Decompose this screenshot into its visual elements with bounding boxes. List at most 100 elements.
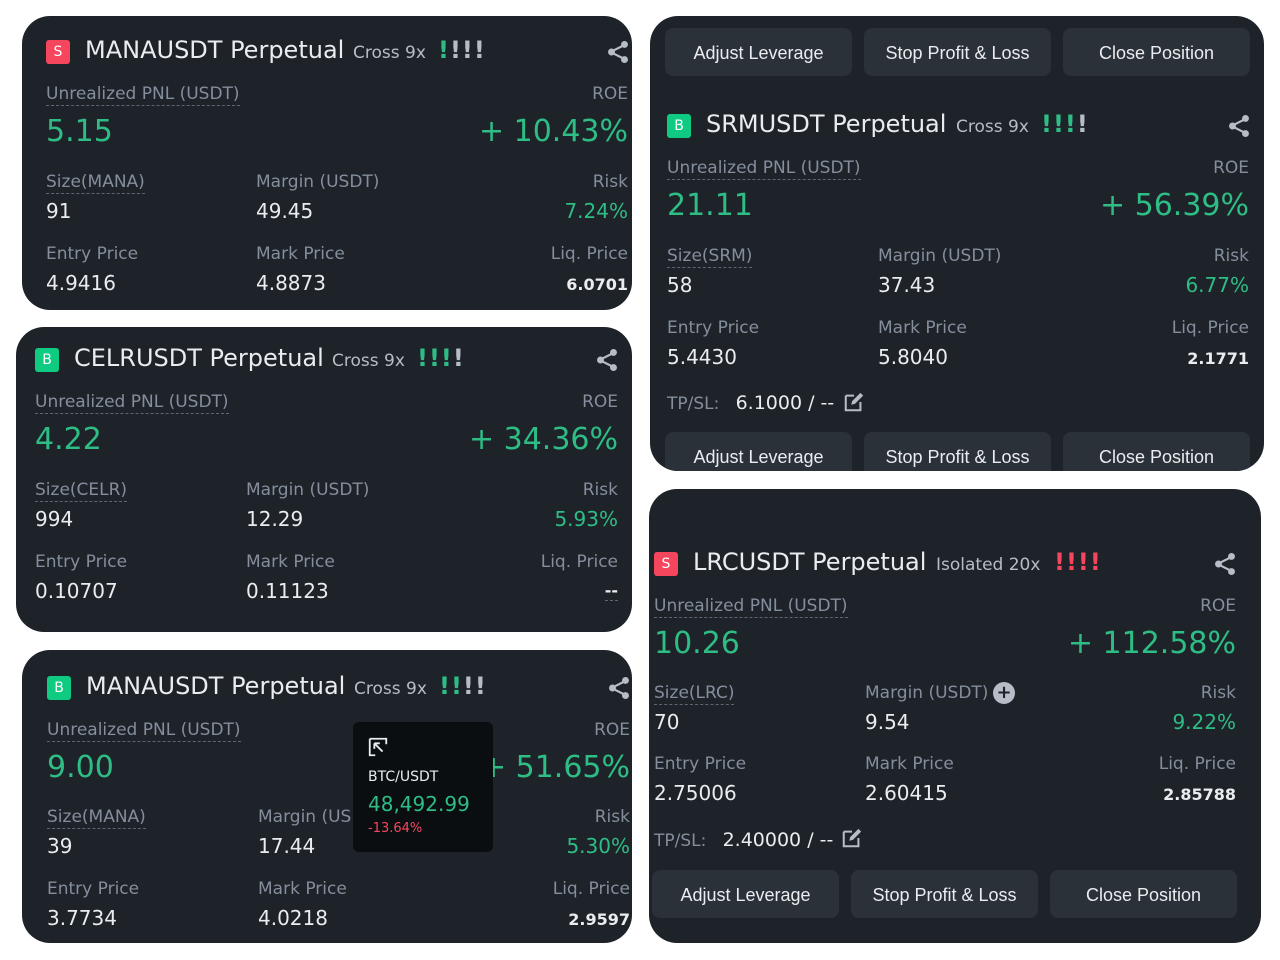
margin-value: 49.45	[256, 199, 314, 223]
margin-label: Margin (USDT)	[878, 246, 1002, 266]
ticker-pair: BTC/USDT	[368, 769, 439, 785]
size-label: Size(MANA)	[46, 172, 145, 194]
edit-tpsl-icon[interactable]	[843, 391, 865, 413]
size-label: Size(SRM)	[667, 246, 753, 268]
side-badge-long: B	[35, 348, 59, 372]
pnl-value: 10.26	[654, 626, 740, 661]
liq-price-label: Liq. Price	[540, 552, 618, 572]
mark-price-label: Mark Price	[865, 754, 954, 774]
ticker-price: 48,492.99	[368, 792, 470, 816]
margin-label: Margin (USDT)	[246, 480, 370, 500]
stop-profit-loss-button[interactable]: Stop Profit & Loss	[864, 28, 1051, 76]
roe-label: ROE	[594, 720, 630, 740]
liq-price-value: 2.9597	[568, 910, 630, 929]
mark-price-label: Mark Price	[878, 318, 967, 338]
mark-price-label: Mark Price	[246, 552, 335, 572]
risk-label: Risk	[592, 172, 628, 192]
share-icon[interactable]	[1212, 551, 1238, 577]
symbol-title[interactable]: MANAUSDT Perpetual	[85, 36, 345, 64]
margin-value: 17.44	[258, 834, 316, 858]
entry-price-value: 4.9416	[46, 271, 116, 295]
expand-window-icon[interactable]	[367, 736, 389, 758]
entry-price-label: Entry Price	[47, 879, 140, 899]
roe-value: + 112.58%	[1067, 626, 1236, 661]
position-card-mana-short: S MANAUSDT Perpetual Cross 9x !!!!!!!! U…	[22, 16, 632, 310]
pnl-label: Unrealized PNL (USDT)	[654, 596, 848, 618]
ticker-change: -13.64%	[368, 821, 423, 836]
add-margin-icon[interactable]: +	[993, 682, 1015, 704]
stop-profit-loss-button[interactable]: Stop Profit & Loss	[864, 432, 1051, 471]
roe-label: ROE	[592, 84, 628, 104]
risk-indicator: !!!!	[1054, 548, 1102, 576]
margin-label: Margin (USDT)	[256, 172, 380, 192]
liq-price-label: Liq. Price	[1158, 754, 1236, 774]
symbol-title[interactable]: MANAUSDT Perpetual	[86, 672, 346, 700]
mark-price-value: 4.0218	[258, 906, 328, 930]
size-value: 58	[667, 273, 693, 297]
liq-price-value: 2.85788	[1163, 785, 1236, 804]
margin-label: Margin (USDT)	[865, 683, 989, 703]
margin-label: Margin (USDT)	[258, 807, 382, 827]
mark-price-label: Mark Price	[256, 244, 345, 264]
risk-indicator: !!!!	[439, 672, 487, 700]
pnl-label: Unrealized PNL (USDT)	[667, 158, 861, 180]
share-icon[interactable]	[605, 39, 631, 65]
edit-tpsl-icon[interactable]	[841, 827, 863, 849]
margin-mode: Cross 9x	[354, 679, 427, 699]
symbol-title[interactable]: SRMUSDT Perpetual	[706, 110, 947, 138]
pnl-value: 4.22	[35, 422, 102, 457]
risk-indicator: !!!!	[417, 344, 465, 372]
liq-price-label: Liq. Price	[1171, 318, 1249, 338]
size-label: Size(LRC)	[654, 683, 735, 705]
share-icon[interactable]	[1226, 113, 1252, 139]
entry-price-label: Entry Price	[667, 318, 760, 338]
side-badge-short: S	[46, 40, 70, 64]
share-icon[interactable]	[594, 347, 620, 373]
risk-indicator: !!!!!!!!	[438, 36, 486, 64]
side-badge-long: B	[47, 676, 71, 700]
position-card-mana-long: B MANAUSDT Perpetual Cross 9x !!!! Unrea…	[22, 650, 632, 943]
adjust-leverage-button[interactable]: Adjust Leverage	[665, 28, 852, 76]
btc-ticker-popup[interactable]: BTC/USDT 48,492.99 -13.64%	[353, 722, 493, 852]
entry-price-label: Entry Price	[654, 754, 747, 774]
symbol-title[interactable]: CELRUSDT Perpetual	[74, 344, 324, 372]
close-position-button[interactable]: Close Position	[1063, 432, 1250, 471]
margin-mode: Cross 9x	[956, 117, 1029, 137]
stop-profit-loss-button[interactable]: Stop Profit & Loss	[851, 870, 1038, 918]
margin-value: 12.29	[246, 507, 304, 531]
margin-mode: Isolated 20x	[936, 555, 1041, 575]
risk-label: Risk	[594, 807, 630, 827]
mark-price-value: 4.8873	[256, 271, 326, 295]
margin-value: 9.54	[865, 710, 910, 734]
liq-price-value: --	[604, 581, 618, 601]
risk-value: 6.77%	[1185, 273, 1249, 297]
risk-indicator: !!!!	[1041, 110, 1089, 138]
size-label: Size(MANA)	[47, 807, 146, 829]
share-icon[interactable]	[606, 675, 632, 701]
mark-price-value: 2.60415	[865, 781, 948, 805]
close-position-button[interactable]: Close Position	[1050, 870, 1237, 918]
mark-price-value: 5.8040	[878, 345, 948, 369]
margin-mode: Cross 9x	[332, 351, 405, 371]
size-value: 39	[47, 834, 73, 858]
mark-price-value: 0.11123	[246, 579, 329, 603]
pnl-label: Unrealized PNL (USDT)	[46, 84, 240, 106]
entry-price-label: Entry Price	[46, 244, 139, 264]
size-value: 994	[35, 507, 74, 531]
mark-price-label: Mark Price	[258, 879, 347, 899]
risk-value: 9.22%	[1172, 710, 1236, 734]
close-position-button[interactable]: Close Position	[1063, 28, 1250, 76]
adjust-leverage-button[interactable]: Adjust Leverage	[665, 432, 852, 471]
liq-price-label: Liq. Price	[550, 244, 628, 264]
margin-mode: Cross 9x	[353, 43, 426, 63]
risk-value: 5.30%	[566, 834, 630, 858]
roe-label: ROE	[582, 392, 618, 412]
symbol-title[interactable]: LRCUSDT Perpetual	[693, 548, 927, 576]
side-badge-long: B	[667, 114, 691, 138]
position-card-srm-long: Adjust Leverage Stop Profit & Loss Close…	[650, 16, 1264, 471]
roe-value: + 56.39%	[1099, 188, 1249, 223]
adjust-leverage-button[interactable]: Adjust Leverage	[652, 870, 839, 918]
pnl-value: 9.00	[47, 750, 114, 785]
margin-value: 37.43	[878, 273, 936, 297]
roe-value: + 10.43%	[478, 114, 628, 149]
